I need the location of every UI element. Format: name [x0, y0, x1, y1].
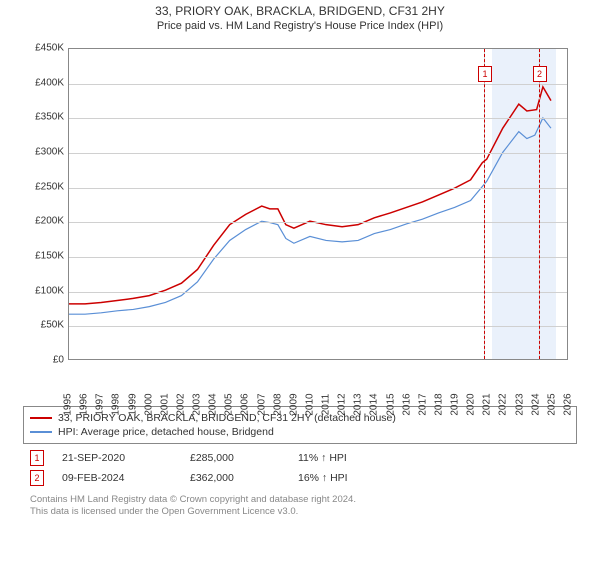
footnote-line: This data is licensed under the Open Gov…	[30, 506, 570, 518]
x-tick-label: 2016	[401, 393, 412, 415]
series-price_paid	[69, 87, 551, 304]
legend-swatch	[30, 417, 52, 419]
gridline	[69, 84, 567, 85]
x-tick-label: 2026	[563, 393, 574, 415]
sale-delta: 16% ↑ HPI	[298, 472, 348, 484]
x-tick-label: 2024	[530, 393, 541, 415]
gridline	[69, 153, 567, 154]
y-tick-label: £200K	[20, 216, 64, 227]
y-tick-label: £0	[20, 355, 64, 366]
x-tick-label: 2012	[337, 393, 348, 415]
legend-row: HPI: Average price, detached house, Brid…	[30, 425, 570, 439]
x-tick-label: 2018	[433, 393, 444, 415]
gridline	[69, 222, 567, 223]
x-tick-label: 2015	[385, 393, 396, 415]
chart-lines	[69, 49, 567, 359]
page-title: 33, PRIORY OAK, BRACKLA, BRIDGEND, CF31 …	[0, 4, 600, 18]
x-tick-label: 2022	[498, 393, 509, 415]
sale-price: £285,000	[190, 452, 280, 464]
gridline	[69, 188, 567, 189]
y-tick-label: £400K	[20, 77, 64, 88]
x-tick-label: 1999	[127, 393, 138, 415]
x-tick-label: 2023	[514, 393, 525, 415]
sale-date: 21-SEP-2020	[62, 452, 172, 464]
x-tick-label: 2014	[369, 393, 380, 415]
sale-date: 09-FEB-2024	[62, 472, 172, 484]
y-tick-label: £250K	[20, 181, 64, 192]
y-tick-label: £350K	[20, 112, 64, 123]
y-tick-label: £300K	[20, 147, 64, 158]
y-tick-label: £150K	[20, 251, 64, 262]
gridline	[69, 326, 567, 327]
x-tick-label: 1996	[79, 393, 90, 415]
x-tick-label: 2025	[546, 393, 557, 415]
x-tick-label: 2008	[272, 393, 283, 415]
x-tick-label: 1998	[111, 393, 122, 415]
sale-row-marker: 1	[30, 450, 44, 466]
gridline	[69, 118, 567, 119]
sale-price: £362,000	[190, 472, 280, 484]
x-tick-label: 2010	[304, 393, 315, 415]
chart: 12 £0£50K£100K£150K£200K£250K£300K£350K£…	[20, 40, 580, 400]
footnote-line: Contains HM Land Registry data © Crown c…	[30, 494, 570, 506]
sale-marker: 2	[533, 66, 547, 82]
x-tick-label: 2006	[240, 393, 251, 415]
legend-swatch	[30, 431, 52, 433]
y-tick-label: £450K	[20, 43, 64, 54]
x-tick-label: 1997	[95, 393, 106, 415]
x-tick-label: 2005	[224, 393, 235, 415]
x-tick-label: 2013	[353, 393, 364, 415]
sale-marker: 1	[478, 66, 492, 82]
footnote: Contains HM Land Registry data © Crown c…	[30, 494, 570, 519]
x-tick-label: 2004	[208, 393, 219, 415]
sales-table: 1 21-SEP-2020 £285,000 11% ↑ HPI 2 09-FEB-202…	[30, 448, 570, 488]
x-tick-label: 2002	[175, 393, 186, 415]
series-hpi	[69, 118, 551, 314]
legend: 33, PRIORY OAK, BRACKLA, BRIDGEND, CF31 …	[23, 406, 577, 444]
sale-delta: 11% ↑ HPI	[298, 452, 347, 464]
x-tick-label: 2007	[256, 393, 267, 415]
sale-row: 1 21-SEP-2020 £285,000 11% ↑ HPI	[30, 448, 570, 468]
plot-area: 12	[68, 48, 568, 360]
x-tick-label: 2017	[417, 393, 428, 415]
legend-label: HPI: Average price, detached house, Brid…	[58, 426, 274, 438]
gridline	[69, 257, 567, 258]
sale-date-line	[484, 49, 485, 359]
x-tick-label: 2021	[482, 393, 493, 415]
gridline	[69, 292, 567, 293]
sale-row: 2 09-FEB-2024 £362,000 16% ↑ HPI	[30, 468, 570, 488]
x-tick-label: 2019	[450, 393, 461, 415]
x-tick-label: 2009	[288, 393, 299, 415]
y-tick-label: £100K	[20, 285, 64, 296]
sale-row-marker: 2	[30, 470, 44, 486]
x-tick-label: 2011	[321, 394, 332, 416]
page-subtitle: Price paid vs. HM Land Registry's House …	[0, 20, 600, 32]
x-tick-label: 2020	[466, 393, 477, 415]
x-tick-label: 2001	[159, 393, 170, 415]
x-tick-label: 2003	[192, 393, 203, 415]
x-tick-label: 1995	[63, 393, 74, 415]
y-tick-label: £50K	[20, 320, 64, 331]
x-tick-label: 2000	[143, 393, 154, 415]
sale-date-line	[539, 49, 540, 359]
